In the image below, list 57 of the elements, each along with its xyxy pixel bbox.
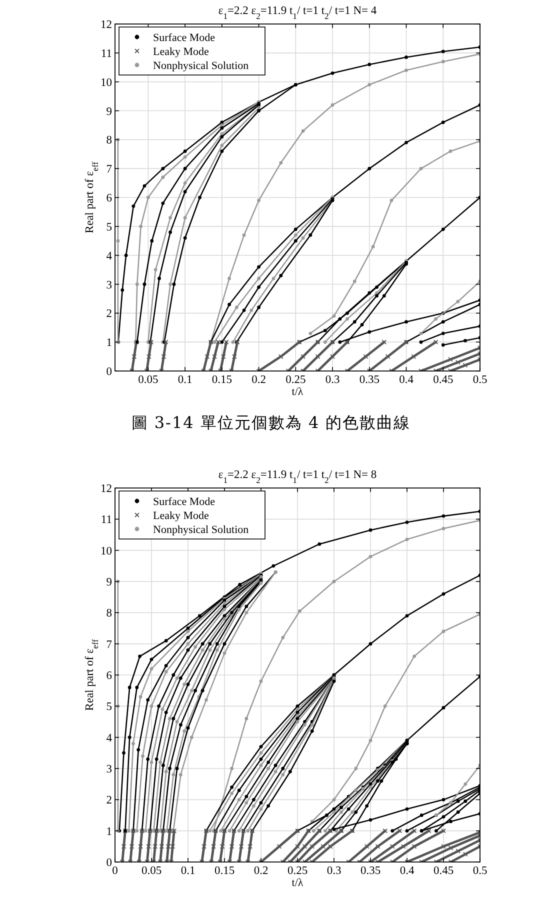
x-tick-label: 0.05: [141, 865, 162, 877]
x-tick-label: 0.5: [472, 374, 488, 386]
legend-label: Nonphysical Solution: [153, 60, 250, 72]
legend-label: Surface Mode: [153, 32, 216, 44]
legend-label: Leaky Mode: [153, 46, 210, 58]
x-tick-label: 0.15: [214, 865, 235, 877]
x-axis-title: t/λ: [292, 386, 304, 398]
y-tick-label: 12: [100, 483, 112, 495]
caption: 圖 3-14 單位元個數為 4 的色散曲線: [131, 413, 411, 432]
y-tick-label: 7: [106, 164, 112, 176]
x-tick-label: 0.4: [400, 865, 414, 877]
y-tick-label: 3: [106, 279, 112, 292]
x-tick-label: 0.3: [326, 865, 342, 877]
y-tick-label: 0: [106, 366, 112, 378]
chart-title: ε$_{1}$=2.2 ε$_{2}$=11.9 t$_{1}$/ t=1 t$_{2}$/ t=1 N= 4: [218, 5, 377, 21]
y-tick-label: 12: [100, 19, 112, 31]
y-tick-label: 5: [106, 221, 112, 234]
x-tick-label: 0.35: [359, 374, 380, 386]
y-tick-label: 9: [106, 106, 112, 118]
y-tick-label: 7: [106, 638, 112, 651]
y-tick-label: 10: [100, 545, 112, 558]
legend-label: Nonphysical Solution: [153, 524, 250, 536]
x-tick-label: 0.35: [360, 865, 381, 877]
y-tick-label: 6: [106, 192, 112, 204]
y-tick-label: 5: [106, 701, 112, 714]
y-tick-label: 0: [106, 857, 112, 869]
x-tick-label: 0.4: [399, 374, 414, 386]
y-tick-label: 8: [106, 134, 112, 147]
x-tick-label: 0.45: [433, 374, 454, 386]
y-tick-label: 1: [106, 826, 112, 838]
y-tick-label: 10: [100, 76, 112, 89]
x-tick-label: 0.25: [286, 374, 306, 386]
y-tick-label: 2: [106, 794, 112, 807]
legend-label: Leaky Mode: [153, 510, 210, 522]
chart-title: ε$_{1}$=2.2 ε$_{2}$=11.9 t$_{1}$/ t=1 t$_{2}$/ t=1 N= 8: [218, 469, 377, 485]
legend-label: Surface Mode: [153, 496, 216, 508]
x-tick-label: 0.45: [433, 865, 454, 877]
y-tick-label: 4: [106, 250, 112, 262]
x-tick-label: 0.2: [254, 865, 268, 877]
y-tick-label: 11: [100, 48, 112, 60]
x-axis-title: t/λ: [292, 877, 304, 889]
x-tick-label: 0.2: [252, 374, 266, 386]
y-tick-label: 3: [106, 764, 112, 776]
y-tick-label: 6: [106, 670, 112, 682]
x-tick-label: 0.15: [212, 374, 232, 386]
x-tick-label: 0.3: [325, 374, 340, 386]
x-tick-label: 0.05: [138, 374, 158, 386]
x-tick-label: 0.5: [472, 865, 488, 877]
x-tick-label: 0.1: [180, 865, 196, 877]
y-tick-label: 9: [106, 576, 112, 588]
y-tick-label: 4: [106, 732, 112, 744]
y-tick-label: 8: [106, 608, 112, 620]
y-tick-label: 1: [106, 337, 112, 350]
y-tick-label: 11: [100, 514, 112, 526]
x-tick-label: 0.25: [287, 865, 308, 877]
x-tick-label: 0.1: [178, 374, 192, 386]
y-tick-label: 2: [106, 308, 112, 320]
